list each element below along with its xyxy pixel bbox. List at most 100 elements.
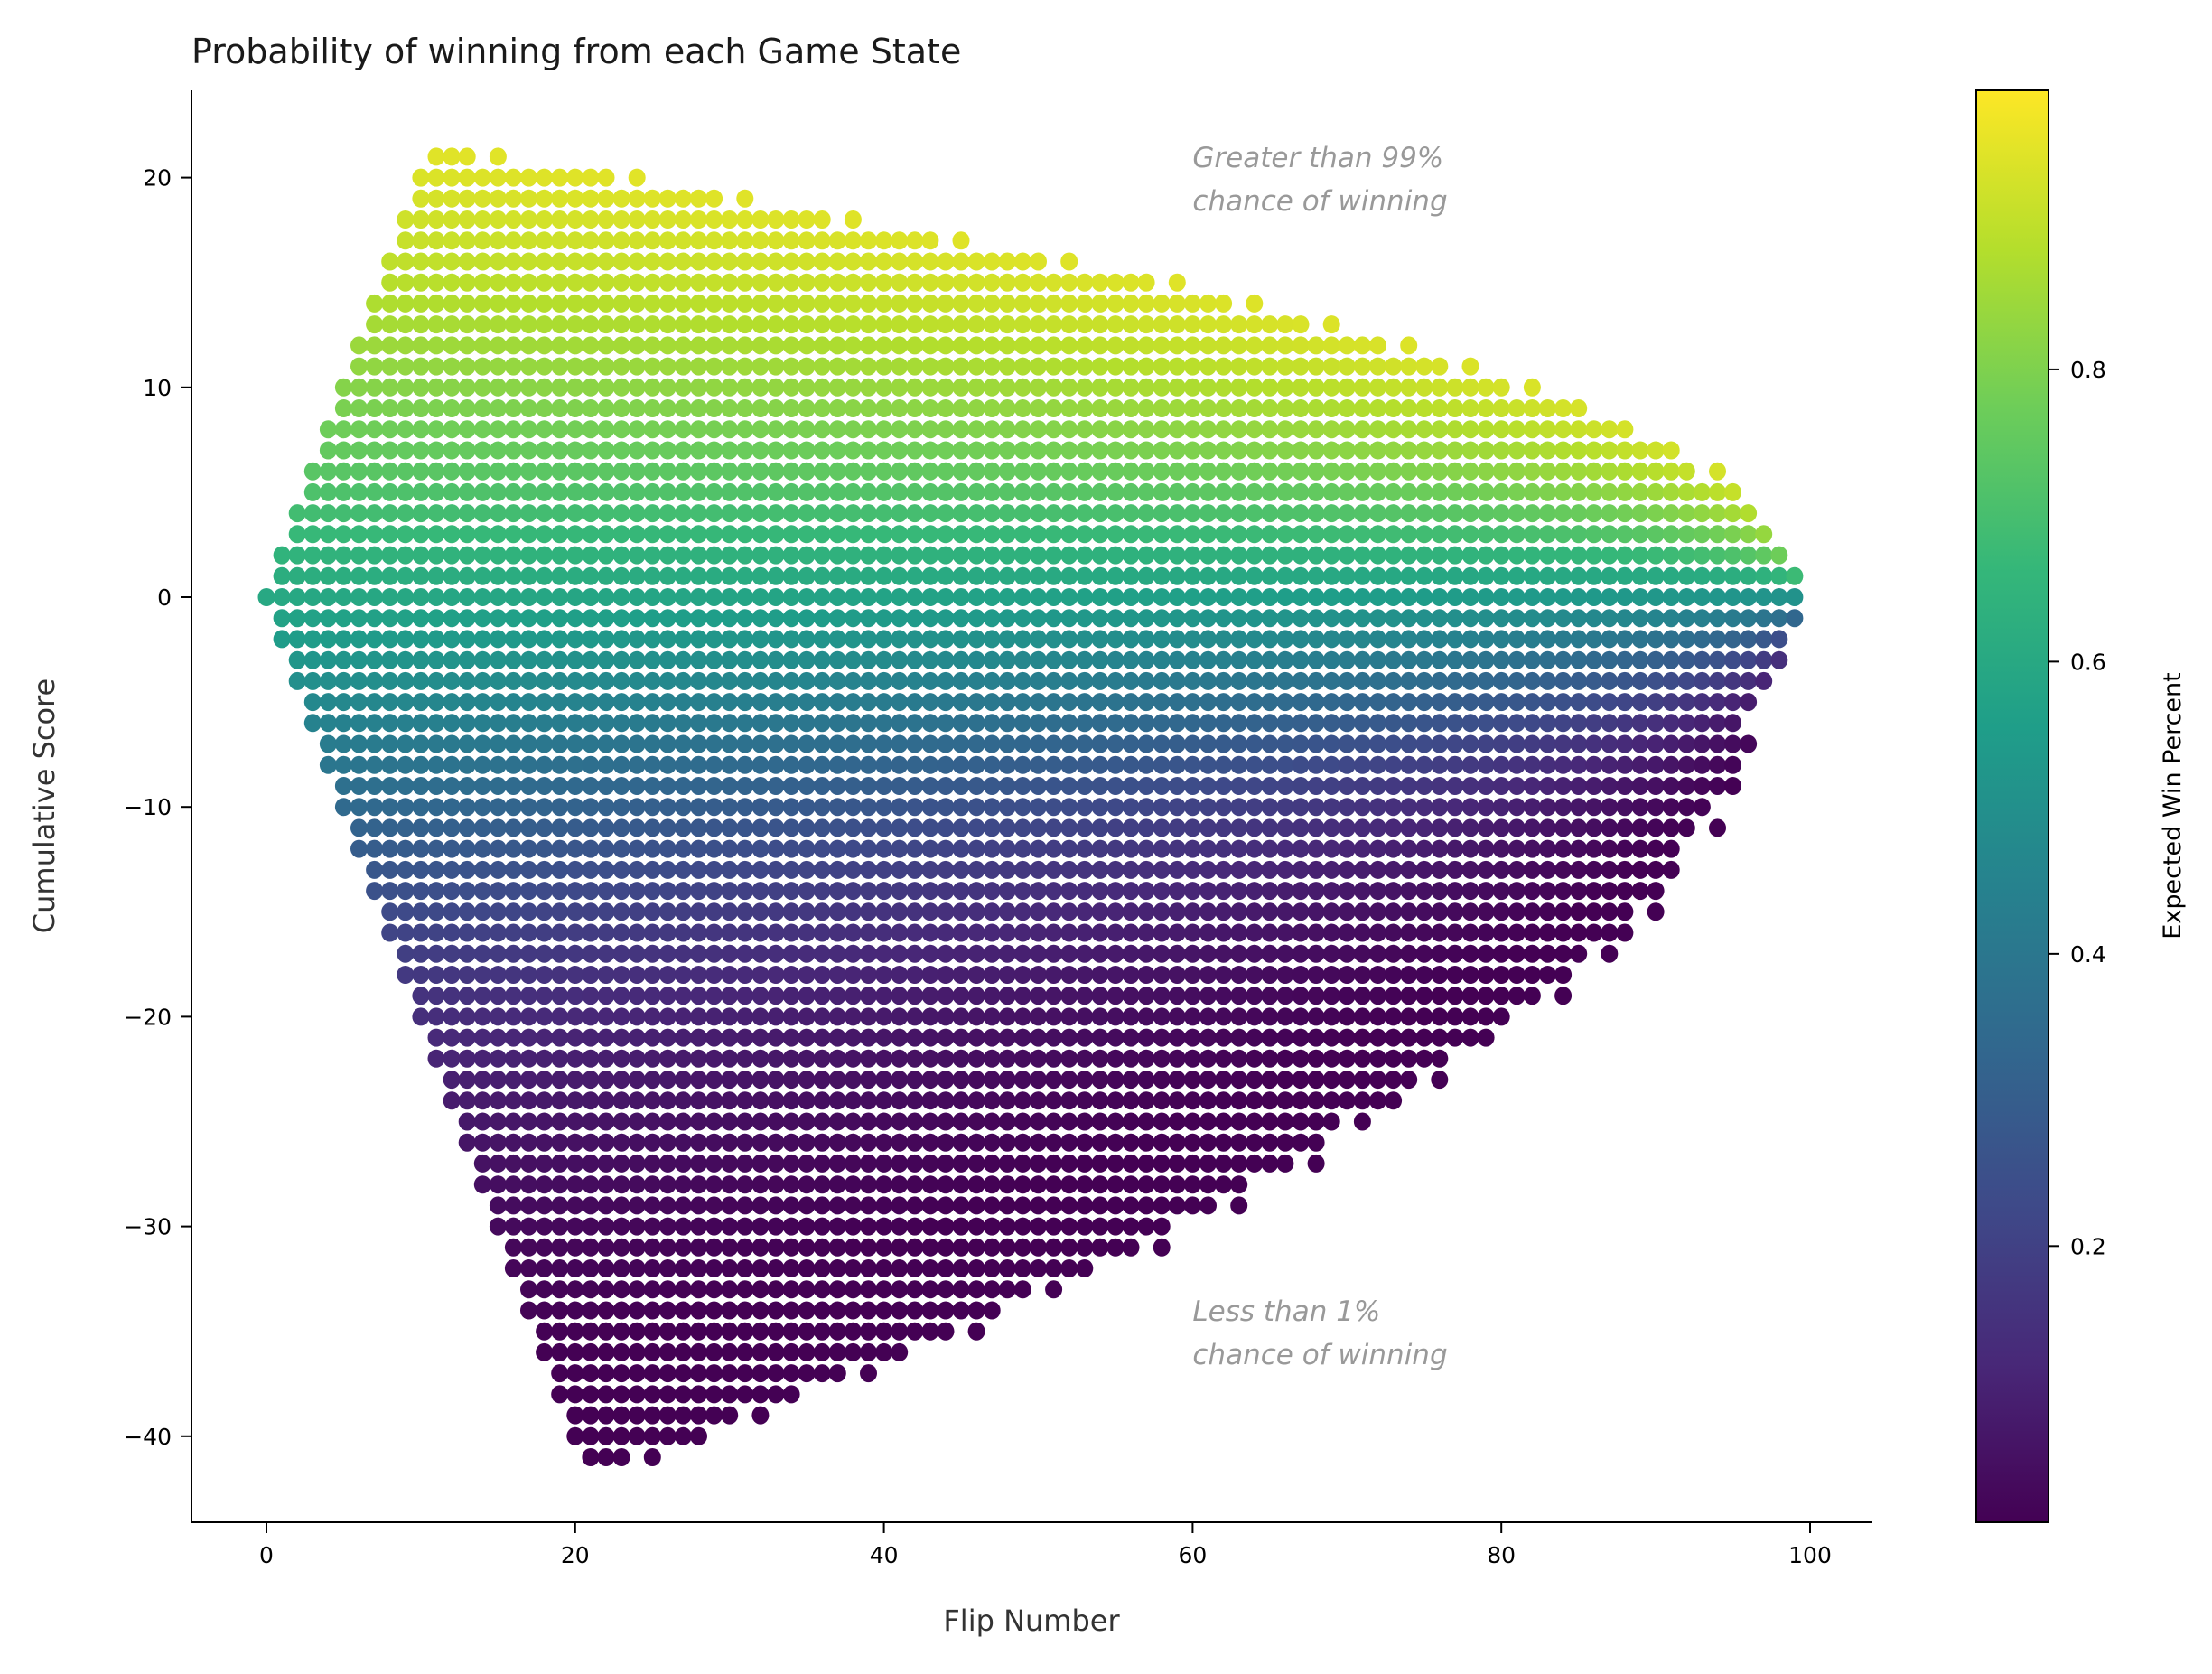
- data-point: [1076, 566, 1094, 585]
- data-point: [1400, 357, 1418, 376]
- data-point: [489, 966, 507, 984]
- data-point: [891, 1238, 909, 1257]
- data-point: [658, 1049, 677, 1068]
- data-point: [782, 798, 800, 817]
- data-point: [998, 860, 1016, 879]
- data-point: [921, 860, 939, 879]
- data-point: [1307, 399, 1325, 417]
- data-point: [412, 252, 430, 271]
- data-point: [1369, 650, 1386, 669]
- data-point: [767, 294, 785, 313]
- data-point: [705, 504, 723, 523]
- data-point: [1322, 441, 1340, 460]
- data-point: [967, 273, 985, 292]
- data-point: [582, 1028, 600, 1047]
- data-point: [921, 902, 939, 921]
- data-point: [658, 462, 677, 481]
- data-point: [891, 1049, 909, 1068]
- data-point: [736, 671, 754, 690]
- data-point: [658, 1091, 677, 1110]
- data-point: [1276, 378, 1294, 397]
- data-point: [798, 630, 816, 649]
- data-point: [1570, 546, 1588, 565]
- data-point: [1492, 818, 1510, 837]
- data-point: [782, 378, 800, 397]
- data-point: [967, 399, 985, 417]
- data-point: [891, 1322, 909, 1341]
- data-point: [551, 482, 569, 501]
- data-point: [1076, 882, 1094, 901]
- data-point: [1585, 525, 1603, 544]
- data-point: [674, 482, 692, 501]
- data-point: [582, 798, 600, 817]
- data-point: [566, 420, 584, 439]
- data-point: [1276, 1133, 1294, 1152]
- data-point: [1461, 399, 1479, 417]
- data-point: [1030, 671, 1047, 690]
- data-point: [967, 882, 985, 901]
- data-point: [1338, 818, 1356, 837]
- data-point: [1507, 944, 1526, 963]
- data-point: [1091, 315, 1109, 334]
- data-point: [1276, 630, 1294, 649]
- data-point: [751, 1259, 770, 1277]
- data-point: [443, 609, 461, 628]
- data-point: [860, 966, 877, 984]
- data-point: [674, 714, 692, 733]
- data-point: [751, 944, 770, 963]
- data-point: [860, 987, 877, 1005]
- data-point: [906, 546, 924, 565]
- data-point: [983, 273, 1001, 292]
- data-point: [813, 1196, 831, 1215]
- data-point: [1338, 987, 1356, 1005]
- data-point: [1431, 357, 1449, 376]
- data-point: [551, 860, 569, 879]
- data-point: [1539, 420, 1556, 439]
- data-point: [921, 336, 939, 355]
- x-tick-label: 100: [1788, 1542, 1832, 1568]
- data-point: [1307, 336, 1325, 355]
- data-point: [489, 882, 507, 901]
- data-point: [1539, 714, 1556, 733]
- data-point: [967, 482, 985, 501]
- data-point: [782, 357, 800, 376]
- data-point: [1369, 693, 1386, 712]
- data-point: [612, 1259, 630, 1277]
- data-point: [643, 1175, 661, 1194]
- data-point: [612, 1238, 630, 1257]
- data-point: [366, 609, 384, 628]
- data-point: [705, 1406, 723, 1425]
- data-point: [1199, 1091, 1217, 1110]
- data-point: [674, 315, 692, 334]
- data-point: [891, 923, 909, 942]
- data-point: [1307, 504, 1325, 523]
- data-point: [1601, 860, 1619, 879]
- data-point: [1106, 818, 1125, 837]
- data-point: [1013, 755, 1031, 774]
- data-point: [458, 818, 476, 837]
- data-point: [1246, 1154, 1264, 1173]
- data-point: [813, 482, 831, 501]
- data-point: [906, 1238, 924, 1257]
- data-point: [1292, 1133, 1310, 1152]
- data-point: [1709, 818, 1726, 837]
- data-point: [1045, 1133, 1063, 1152]
- data-point: [906, 482, 924, 501]
- data-point: [860, 588, 877, 606]
- data-point: [1183, 1091, 1201, 1110]
- data-point: [1045, 482, 1063, 501]
- data-point: [767, 420, 785, 439]
- data-point: [721, 1196, 739, 1215]
- data-point: [1631, 546, 1649, 565]
- data-point: [1153, 525, 1171, 544]
- data-point: [520, 441, 537, 460]
- data-point: [1013, 357, 1031, 376]
- data-point: [813, 818, 831, 837]
- data-point: [1183, 882, 1201, 901]
- data-point: [458, 525, 476, 544]
- data-point: [1230, 504, 1248, 523]
- data-point: [828, 1071, 846, 1090]
- data-point: [612, 462, 630, 481]
- data-point: [705, 189, 723, 208]
- data-point: [798, 1364, 816, 1383]
